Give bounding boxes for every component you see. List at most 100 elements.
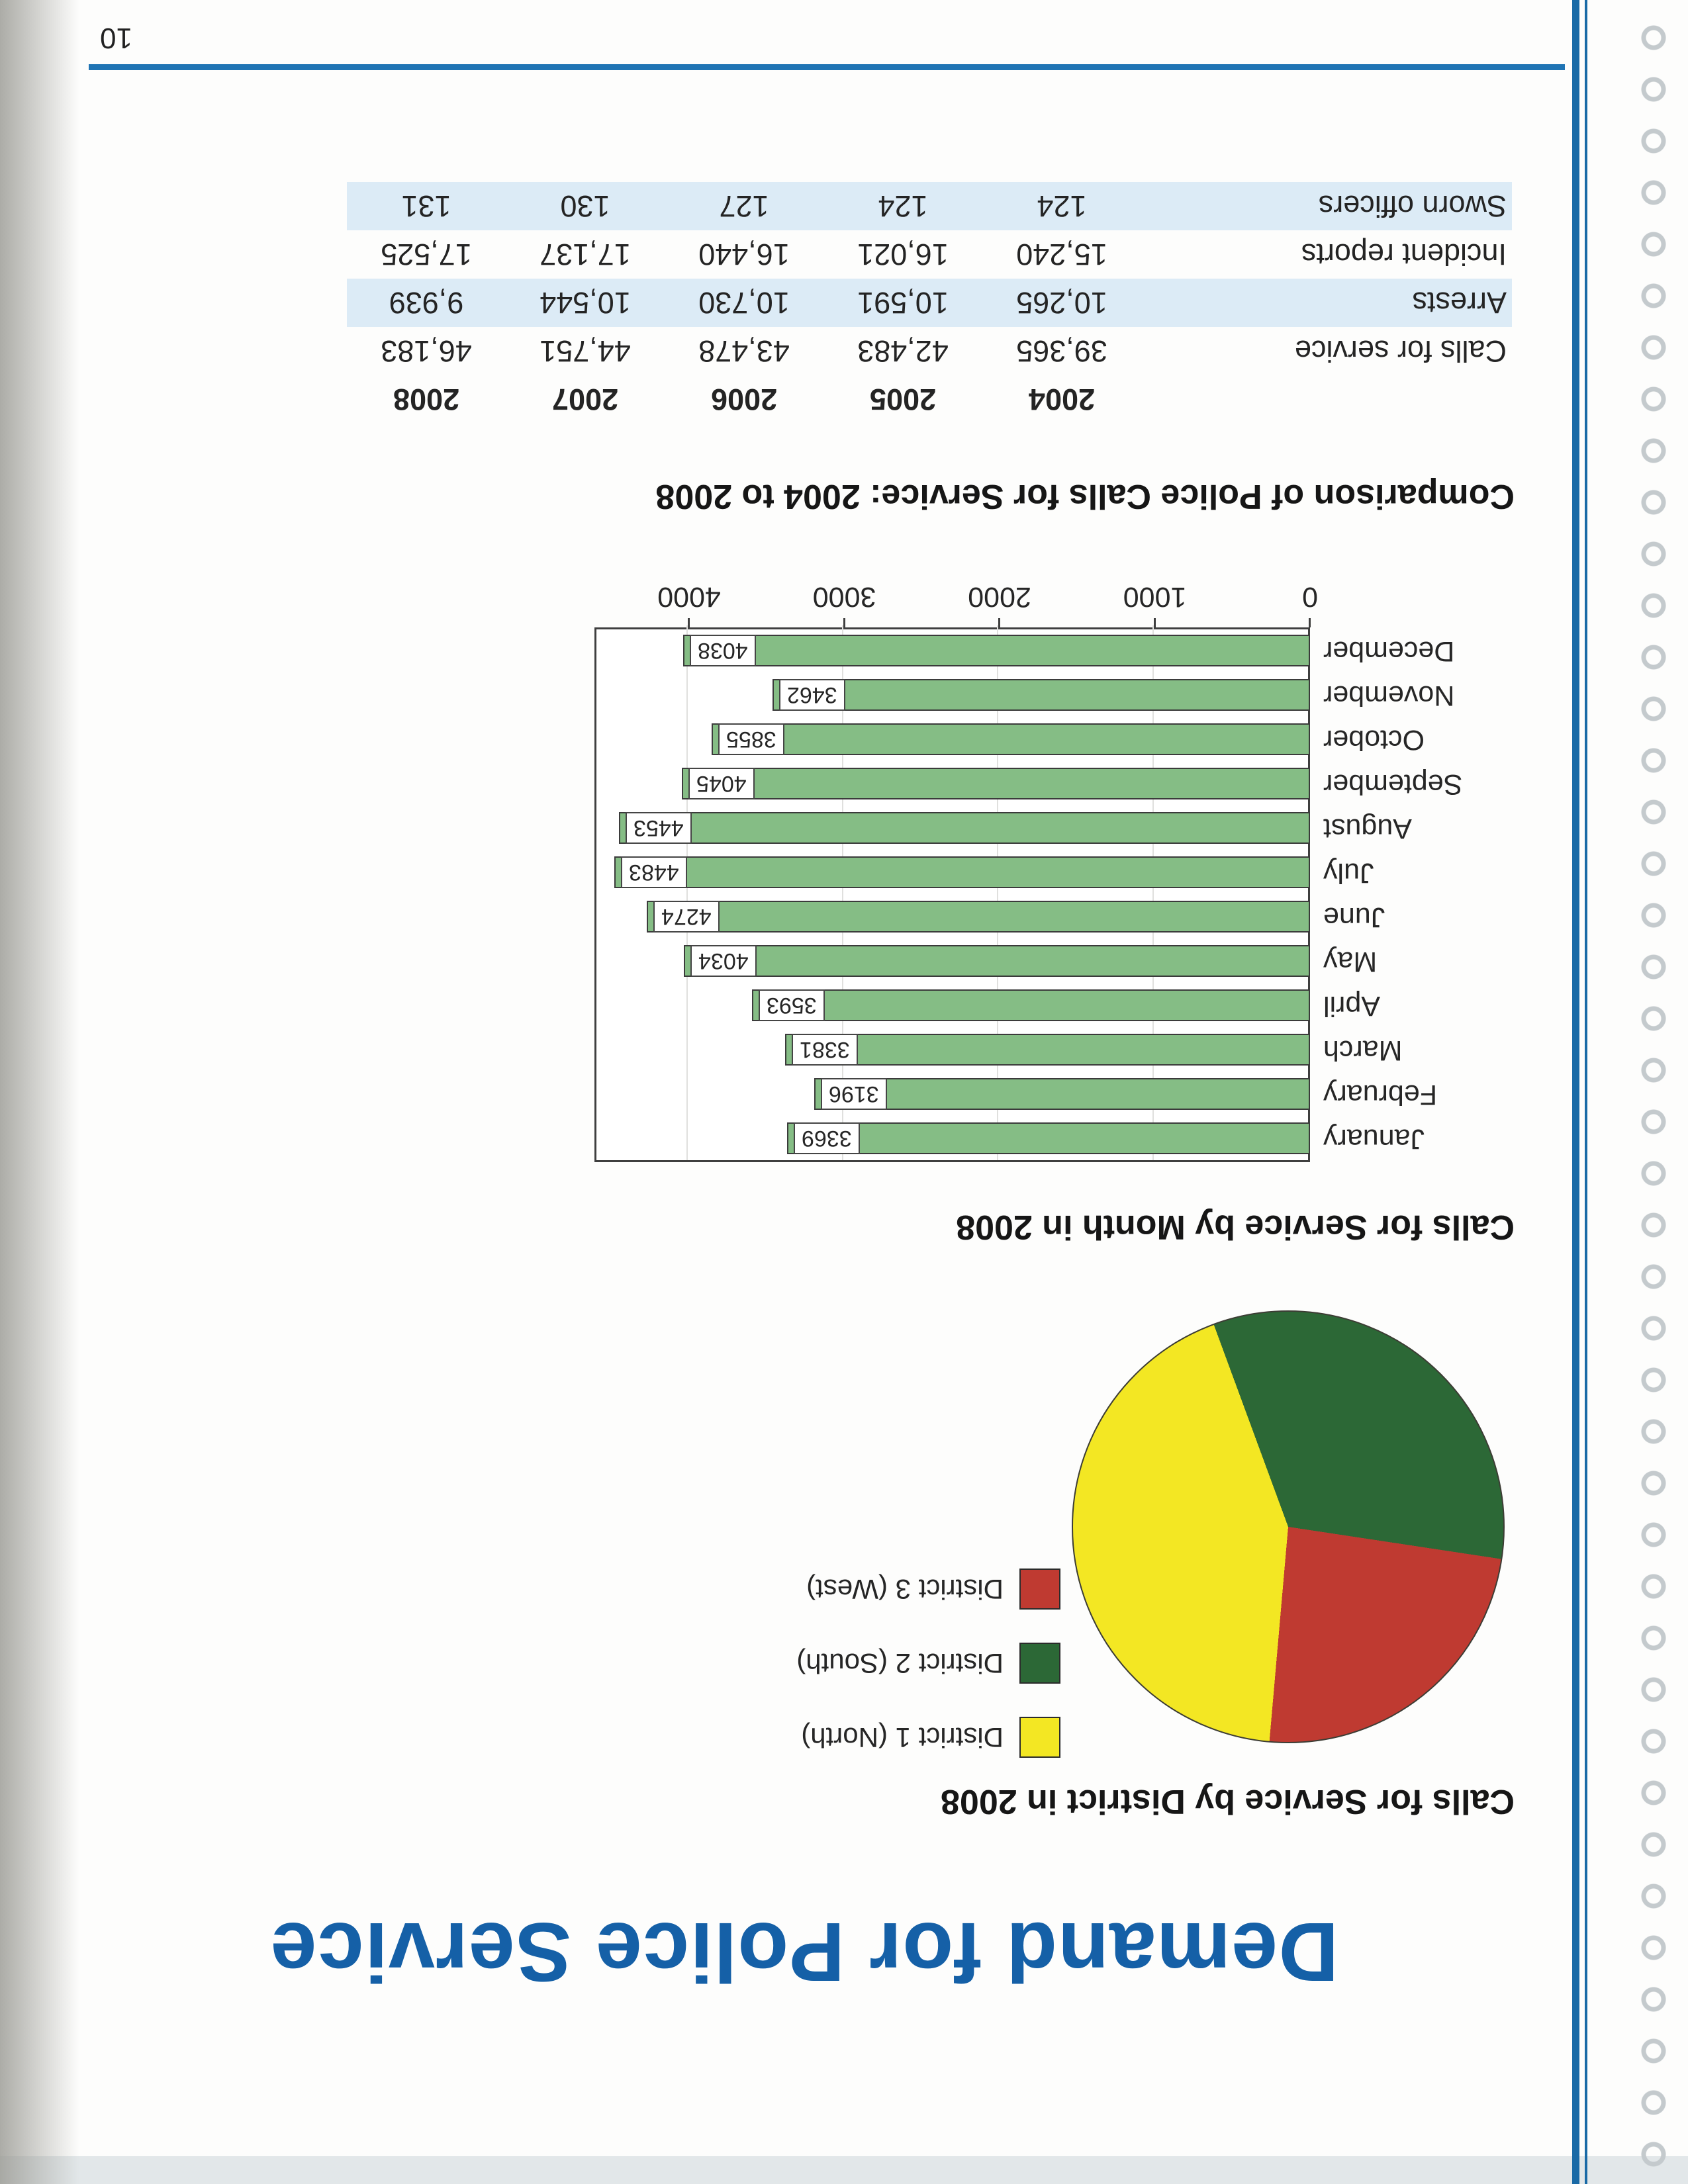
month-label: October xyxy=(1323,724,1425,756)
bar-chart-rows: January 3369 February 3196 March 3381 April 359… xyxy=(563,629,1510,1161)
legend-label: District 1 (North) xyxy=(801,1722,1004,1753)
x-axis-tick-label: 3000 xyxy=(812,581,876,613)
bar: 3381 xyxy=(785,1034,1310,1066)
bar-track: 4045 xyxy=(563,768,1310,800)
x-axis-tick-label: 0 xyxy=(1302,581,1318,613)
legend-label: District 3 (West) xyxy=(806,1574,1004,1605)
legend-color-swatch xyxy=(1019,1717,1060,1758)
value-cell: 10,544 xyxy=(539,286,631,320)
row-label-header xyxy=(1141,375,1512,424)
bar-chart-row: December 4038 xyxy=(563,629,1510,673)
value-cell: 39,365 xyxy=(1016,334,1107,369)
x-axis-tick xyxy=(1309,618,1311,627)
bar: 4274 xyxy=(647,901,1310,933)
bar-track: 4038 xyxy=(563,635,1310,667)
coil-binding-holes xyxy=(1628,4,1680,2180)
year-column-header: 2008 xyxy=(393,383,460,417)
value-cell: 15,240 xyxy=(1016,238,1107,272)
value-cell: 42,483 xyxy=(857,334,949,369)
bar-value-label: 3855 xyxy=(718,723,784,756)
month-label: May xyxy=(1323,946,1378,978)
footer-rule xyxy=(89,64,1565,70)
row-label-cell: Calls for service xyxy=(1294,334,1507,369)
year-column-header: 2006 xyxy=(710,383,778,417)
month-label: September xyxy=(1323,768,1463,800)
table-row: Sworn officers 124 124 127 130 131 xyxy=(347,182,1512,230)
month-label: July xyxy=(1323,857,1374,889)
value-cell: 16,021 xyxy=(857,238,949,272)
bar-value-label: 4045 xyxy=(688,768,755,800)
value-cell: 10,591 xyxy=(857,286,949,320)
value-cell: 16,440 xyxy=(698,238,790,272)
year-column-header: 2004 xyxy=(1028,383,1096,417)
bar: 4045 xyxy=(682,768,1310,800)
notebook-margin-line-thin xyxy=(1585,0,1587,2184)
bar: 3593 xyxy=(752,989,1310,1022)
bar-chart-row: September 4045 xyxy=(563,762,1510,806)
bar-track: 3593 xyxy=(563,989,1310,1022)
value-cell: 43,478 xyxy=(698,334,790,369)
bar-chart-row: May 4034 xyxy=(563,939,1510,983)
bar-track: 3855 xyxy=(563,723,1310,756)
value-cell: 44,751 xyxy=(539,334,631,369)
table-row: Arrests 10,265 10,591 10,730 10,544 9,939 xyxy=(347,279,1512,327)
month-label: March xyxy=(1323,1034,1403,1066)
value-cell: 130 xyxy=(560,189,610,224)
bar-value-label: 4038 xyxy=(690,635,756,667)
legend-color-swatch xyxy=(1019,1643,1060,1684)
x-axis-tick-label: 2000 xyxy=(968,581,1031,613)
bar-track: 3369 xyxy=(563,1122,1310,1155)
bar-chart-row: October 3855 xyxy=(563,717,1510,762)
bar: 3855 xyxy=(712,723,1310,756)
notebook-margin-line-thick xyxy=(1572,0,1579,2184)
legend-item: District 2 (South) xyxy=(796,1640,1060,1686)
bar-value-label: 3462 xyxy=(779,679,845,711)
legend-item: District 3 (West) xyxy=(796,1566,1060,1612)
district-pie-chart xyxy=(1072,1310,1505,1743)
row-label-cell: Incident reports xyxy=(1301,238,1507,272)
bar-chart-row: February 3196 xyxy=(563,1072,1510,1116)
bar: 4034 xyxy=(684,945,1310,978)
bar-chart-heading: Calls for Service by Month in 2008 xyxy=(956,1208,1515,1246)
bar-value-label: 4034 xyxy=(690,945,757,978)
bar-value-label: 4453 xyxy=(626,812,692,844)
bar: 4483 xyxy=(614,856,1310,889)
month-label: August xyxy=(1323,813,1412,844)
bar: 3196 xyxy=(814,1078,1310,1111)
month-label: February xyxy=(1323,1079,1438,1111)
value-cell: 124 xyxy=(878,189,928,224)
bar-track: 4483 xyxy=(563,856,1310,889)
value-cell: 10,730 xyxy=(698,286,790,320)
year-column-header: 2005 xyxy=(869,383,937,417)
bar-track: 3462 xyxy=(563,679,1310,711)
bar-chart-row: April 3593 xyxy=(563,983,1510,1028)
bar-chart-row: January 3369 xyxy=(563,1116,1510,1161)
value-cell: 131 xyxy=(401,189,451,224)
value-cell: 124 xyxy=(1037,189,1087,224)
bar: 3462 xyxy=(773,679,1310,711)
x-axis-tick xyxy=(1153,618,1156,627)
bar-track: 4453 xyxy=(563,812,1310,844)
bar-value-label: 4483 xyxy=(621,856,687,889)
legend-label: District 2 (South) xyxy=(796,1648,1004,1679)
row-label-cell: Sworn officers xyxy=(1318,189,1507,224)
page-number: 10 xyxy=(100,22,132,54)
scan-edge-shadow-top xyxy=(0,2156,1688,2184)
comparison-table: 2004 2005 2006 2007 2008 Calls for service 39,… xyxy=(347,182,1512,424)
bar-track: 3196 xyxy=(563,1078,1310,1111)
legend-color-swatch xyxy=(1019,1569,1060,1610)
table-header-row: 2004 2005 2006 2007 2008 xyxy=(347,375,1512,424)
bar-chart-row: March 3381 xyxy=(563,1028,1510,1072)
month-label: April xyxy=(1323,990,1381,1022)
value-cell: 9,939 xyxy=(389,286,464,320)
row-label-cell: Arrests xyxy=(1412,286,1507,320)
value-cell: 10,265 xyxy=(1016,286,1107,320)
year-column-header: 2007 xyxy=(551,383,619,417)
bar-track: 4274 xyxy=(563,901,1310,933)
month-label: January xyxy=(1323,1123,1425,1155)
bar-value-label: 3381 xyxy=(792,1034,858,1066)
bar-track: 4034 xyxy=(563,945,1310,978)
bar-chart-row: July 4483 xyxy=(563,850,1510,895)
table-row: Calls for service 39,365 42,483 43,478 44,75… xyxy=(347,327,1512,375)
